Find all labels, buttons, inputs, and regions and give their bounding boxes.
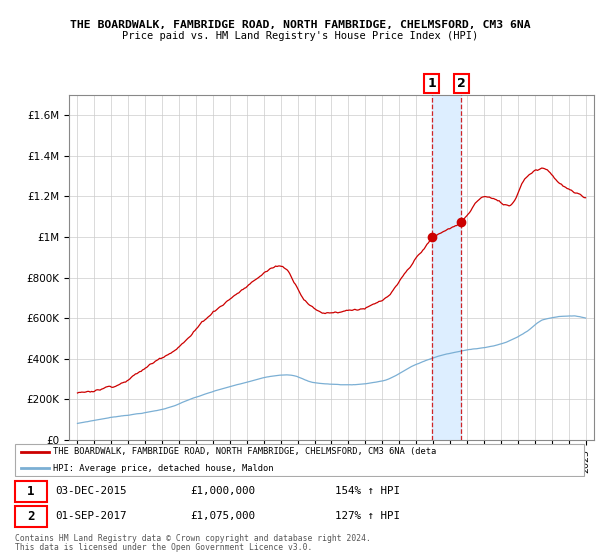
Text: £1,075,000: £1,075,000: [191, 511, 256, 521]
Text: HPI: Average price, detached house, Maldon: HPI: Average price, detached house, Mald…: [53, 464, 274, 473]
Text: 1: 1: [27, 485, 34, 498]
Text: 2: 2: [457, 77, 466, 90]
Text: Price paid vs. HM Land Registry's House Price Index (HPI): Price paid vs. HM Land Registry's House …: [122, 31, 478, 41]
Text: 01-SEP-2017: 01-SEP-2017: [55, 511, 127, 521]
Bar: [432, 95, 461, 440]
Text: THE BOARDWALK, FAMBRIDGE ROAD, NORTH FAMBRIDGE, CHELMSFORD, CM3 6NA (deta: THE BOARDWALK, FAMBRIDGE ROAD, NORTH FAM…: [53, 447, 437, 456]
Text: 2: 2: [27, 510, 34, 523]
Text: 154% ↑ HPI: 154% ↑ HPI: [335, 486, 400, 496]
Text: THE BOARDWALK, FAMBRIDGE ROAD, NORTH FAMBRIDGE, CHELMSFORD, CM3 6NA: THE BOARDWALK, FAMBRIDGE ROAD, NORTH FAM…: [70, 20, 530, 30]
Text: This data is licensed under the Open Government Licence v3.0.: This data is licensed under the Open Gov…: [15, 543, 313, 552]
FancyBboxPatch shape: [15, 481, 47, 502]
Text: Contains HM Land Registry data © Crown copyright and database right 2024.: Contains HM Land Registry data © Crown c…: [15, 534, 371, 543]
Text: 1: 1: [427, 77, 436, 90]
Text: 03-DEC-2015: 03-DEC-2015: [55, 486, 127, 496]
Text: £1,000,000: £1,000,000: [191, 486, 256, 496]
FancyBboxPatch shape: [15, 444, 584, 476]
FancyBboxPatch shape: [15, 506, 47, 527]
Text: 127% ↑ HPI: 127% ↑ HPI: [335, 511, 400, 521]
